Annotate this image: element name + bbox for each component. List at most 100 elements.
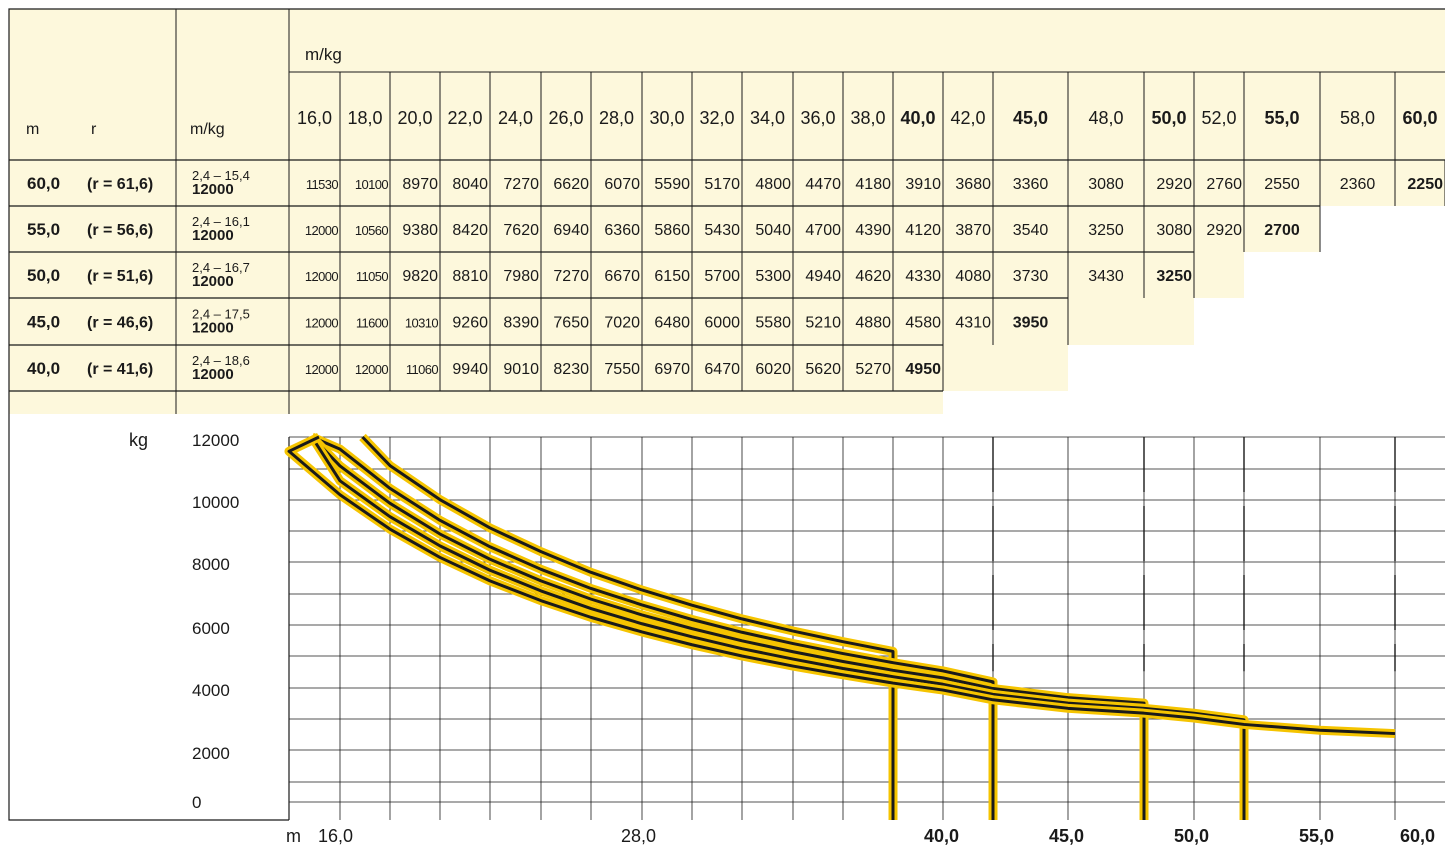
row-boom-length: 50,0 xyxy=(27,266,60,285)
y-axis-unit: kg xyxy=(129,430,148,450)
load-cell: 7620 xyxy=(503,222,539,239)
header-range-label: m/kg xyxy=(190,121,225,138)
header-radius-value: 30,0 xyxy=(649,108,684,128)
load-cell: 5430 xyxy=(704,222,740,239)
row-max-load: 12000 xyxy=(192,366,234,383)
load-curves xyxy=(284,432,1396,820)
load-cell: 5210 xyxy=(805,315,841,332)
y-tick-label: 12000 xyxy=(192,431,239,450)
x-tick-label: 40,0 xyxy=(924,826,959,846)
row-radius-range: 2,4 – 16,7 xyxy=(192,260,250,275)
header-radius-value: 36,0 xyxy=(800,108,835,128)
load-cell: 6940 xyxy=(553,222,589,239)
load-cell: 9820 xyxy=(402,268,438,285)
frame-left xyxy=(8,8,1445,821)
load-cell: 7980 xyxy=(503,268,539,285)
load-cell: 10100 xyxy=(355,177,389,192)
load-cell: 4580 xyxy=(905,315,941,332)
row-radius: (r = 41,6) xyxy=(87,361,153,378)
load-cell: 3080 xyxy=(1088,176,1124,193)
load-cell: 7020 xyxy=(604,315,640,332)
load-cell: 8970 xyxy=(402,176,438,193)
header-radius-value: 28,0 xyxy=(599,108,634,128)
load-cell: 11050 xyxy=(356,269,389,284)
row-max-load: 12000 xyxy=(192,273,234,290)
load-cell: 5270 xyxy=(855,361,891,378)
header-radius-value: 34,0 xyxy=(750,108,785,128)
load-cell: 10310 xyxy=(405,316,439,331)
load-cell: 2920 xyxy=(1156,176,1192,193)
load-cell: 9010 xyxy=(503,361,539,378)
y-tick-label: 2000 xyxy=(192,744,230,763)
load-cell: 4950 xyxy=(905,361,941,378)
load-cell: 12000 xyxy=(305,316,339,331)
load-cell: 3680 xyxy=(955,176,991,193)
load-cell: 6670 xyxy=(604,268,640,285)
row-radius-range: 2,4 – 15,4 xyxy=(192,168,250,183)
load-cell: 6620 xyxy=(553,176,589,193)
header-radius-value: 42,0 xyxy=(950,108,985,128)
row-radius-range: 2,4 – 16,1 xyxy=(192,214,250,229)
y-tick-label: 6000 xyxy=(192,619,230,638)
curve-boom-45,0 xyxy=(311,435,995,820)
load-cell: 2360 xyxy=(1340,176,1376,193)
header-radius-value: 38,0 xyxy=(850,108,885,128)
load-cell: 5860 xyxy=(654,222,690,239)
load-cell: 4700 xyxy=(805,222,841,239)
load-cell: 7550 xyxy=(604,361,640,378)
header-unit-label: m/kg xyxy=(305,45,342,64)
load-cell: 4120 xyxy=(905,222,941,239)
x-tick-label: 16,0 xyxy=(318,826,353,846)
row-boom-length: 45,0 xyxy=(27,313,60,332)
load-cell: 4620 xyxy=(855,268,891,285)
load-cell: 3730 xyxy=(1013,268,1049,285)
load-cell: 6000 xyxy=(704,315,740,332)
load-cell: 3250 xyxy=(1088,222,1124,239)
load-cell: 12000 xyxy=(355,362,389,377)
load-cell: 2920 xyxy=(1206,222,1242,239)
load-cell: 2700 xyxy=(1264,222,1300,239)
load-cell: 2760 xyxy=(1206,176,1242,193)
load-cell: 8230 xyxy=(553,361,589,378)
x-tick-label: 28,0 xyxy=(621,826,656,846)
row-boom-length: 40,0 xyxy=(27,359,60,378)
load-cell: 12000 xyxy=(305,362,339,377)
header-radius-value: 40,0 xyxy=(900,108,935,128)
load-cell: 8040 xyxy=(452,176,488,193)
y-tick-label: 0 xyxy=(192,793,201,812)
load-cell: 4080 xyxy=(955,268,991,285)
header-radius-value: 55,0 xyxy=(1264,108,1299,128)
y-tick-label: 4000 xyxy=(192,681,230,700)
row-max-load: 12000 xyxy=(192,227,234,244)
load-cell: 3910 xyxy=(905,176,941,193)
header-radius-value: 24,0 xyxy=(498,108,533,128)
load-cell: 6470 xyxy=(704,361,740,378)
load-cell: 7270 xyxy=(553,268,589,285)
load-cell: 8420 xyxy=(452,222,488,239)
table-background xyxy=(9,9,1445,414)
load-cell: 10560 xyxy=(355,223,389,238)
load-cell: 3360 xyxy=(1013,176,1049,193)
load-cell: 8390 xyxy=(503,315,539,332)
load-cell: 4180 xyxy=(855,176,891,193)
load-cell: 6020 xyxy=(755,361,791,378)
header-radius-value: 45,0 xyxy=(1013,108,1048,128)
load-cell: 5170 xyxy=(704,176,740,193)
x-tick-label: 60,0 xyxy=(1400,826,1435,846)
load-cell: 5620 xyxy=(805,361,841,378)
x-tick-label: 45,0 xyxy=(1049,826,1084,846)
load-cell: 5040 xyxy=(755,222,791,239)
x-axis-unit: m xyxy=(286,826,301,846)
header-radius-value: 32,0 xyxy=(699,108,734,128)
load-cell: 4940 xyxy=(805,268,841,285)
load-cell: 5580 xyxy=(755,315,791,332)
header-boom-length: m xyxy=(26,121,39,138)
load-cell: 9260 xyxy=(452,315,488,332)
curve-boom-60,0 xyxy=(287,435,1396,736)
load-cell: 8810 xyxy=(452,268,488,285)
header-radius-value: 18,0 xyxy=(347,108,382,128)
load-cell: 3430 xyxy=(1088,268,1124,285)
row-radius-range: 2,4 – 18,6 xyxy=(192,353,250,368)
row-radius-range: 2,4 – 17,5 xyxy=(192,307,250,322)
